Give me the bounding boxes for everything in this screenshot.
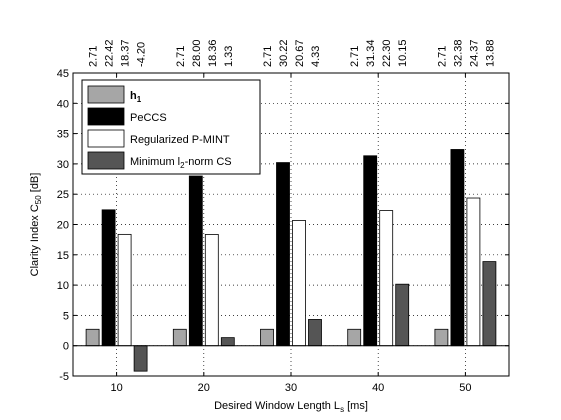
y-tick-label: 35 (57, 129, 69, 141)
top-value-label: 24.37 (468, 39, 480, 67)
bar (379, 210, 394, 347)
x-axis-label: Desired Window Length Ls [ms] (214, 400, 368, 414)
legend-swatch (87, 129, 125, 148)
y-tick-label: 0 (63, 341, 69, 353)
bar (308, 319, 322, 347)
y-tick-label: 20 (57, 220, 69, 232)
legend-swatch (87, 107, 125, 126)
top-value-label: 18.37 (120, 39, 132, 67)
top-value-labels: 2.71 22.42 18.37 -4.20 2.71 28.00 18.36 1.33 2.7… (88, 39, 497, 67)
bar (117, 233, 132, 347)
top-value-label: 28.00 (191, 39, 203, 67)
top-value-label: 22.30 (381, 39, 393, 67)
top-value-label: 2.71 (175, 46, 187, 67)
top-value-label: 4.33 (310, 46, 322, 67)
bar (188, 175, 203, 347)
top-value-label: 30.22 (278, 39, 290, 67)
y-tick-label: 40 (57, 98, 69, 110)
bar (482, 261, 497, 347)
top-value-label: 32.38 (452, 39, 464, 67)
top-value-label: -4.20 (136, 42, 148, 67)
bars-group (85, 149, 497, 372)
y-tick-label: -5 (59, 371, 69, 383)
y-tick-label: 5 (63, 310, 69, 322)
y-tick-label: 45 (57, 68, 69, 80)
bar (276, 162, 290, 347)
y-tick-label: 30 (57, 159, 69, 171)
top-value-label: 2.71 (349, 46, 361, 67)
x-tick-label: 20 (198, 382, 210, 394)
y-axis: -5 0 5 10 15 20 25 30 35 40 45 (57, 68, 509, 383)
y-axis-label: Clarity Index C50 [dB] (29, 173, 43, 277)
bar (292, 220, 306, 347)
top-value-label: 2.71 (262, 46, 274, 67)
top-value-label: 2.71 (88, 46, 100, 67)
top-value-label: 1.33 (223, 46, 235, 67)
top-value-label: 20.67 (294, 39, 306, 67)
bar (101, 209, 116, 347)
x-tick-label: 30 (285, 382, 297, 394)
bar (220, 337, 235, 347)
bar (172, 328, 187, 347)
top-value-label: 31.34 (365, 39, 377, 67)
y-tick-label: 15 (57, 250, 69, 262)
top-value-label: 10.15 (397, 39, 409, 67)
top-value-label: 2.71 (436, 46, 448, 67)
legend-label: Minimum l2-norm CS (130, 156, 232, 170)
bar (85, 328, 100, 347)
x-tick-label: 40 (372, 382, 384, 394)
legend-label: h1 (130, 90, 142, 104)
bar (260, 328, 274, 347)
x-tick-label: 50 (459, 382, 471, 394)
x-axis: 10 20 30 40 50 (110, 73, 472, 394)
y-tick-label: 10 (57, 280, 69, 292)
y-tick-label: 25 (57, 189, 69, 201)
legend-label: Regularized P-MINT (130, 134, 230, 146)
x-tick-label: 10 (110, 382, 122, 394)
legend: h1 PeCCS Regularized P-MINT Minimum l2-norm… (81, 79, 261, 175)
bar (466, 197, 481, 347)
bar (133, 345, 148, 372)
bar (395, 283, 410, 347)
bar (450, 149, 465, 347)
bar (347, 328, 362, 347)
legend-swatch (87, 85, 125, 104)
top-value-label: 22.42 (104, 39, 116, 67)
bar (204, 234, 219, 347)
bar (434, 328, 449, 347)
bar (363, 155, 378, 347)
legend-label: PeCCS (130, 112, 167, 124)
legend-swatch (87, 151, 125, 170)
top-value-label: 18.36 (207, 39, 219, 67)
top-value-label: 13.88 (484, 39, 496, 67)
